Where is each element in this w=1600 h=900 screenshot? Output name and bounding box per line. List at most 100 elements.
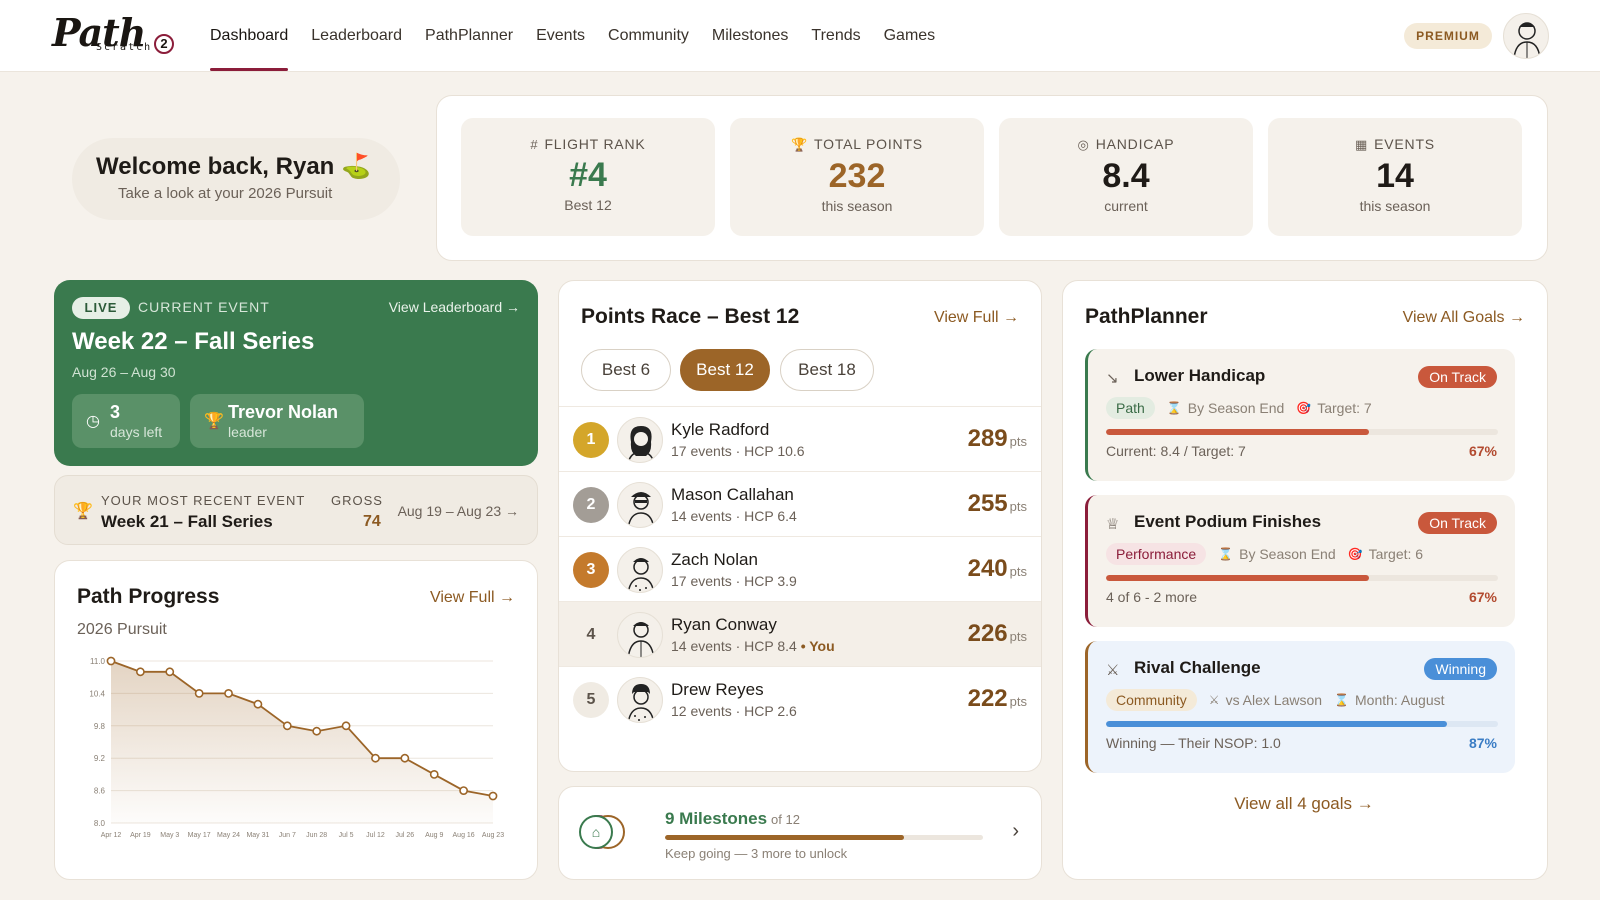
data-point[interactable] [106, 656, 116, 666]
player-meta: 17 events · HCP 10.6 [671, 443, 805, 459]
player-meta: 12 events · HCP 2.6 [671, 703, 797, 719]
swords-icon: ⚔ [1208, 693, 1220, 707]
goal-status-badge: On Track [1418, 366, 1497, 388]
x-tick-label: Aug 16 [453, 832, 475, 839]
milestones-card[interactable]: ⌂ 9 Milestones of 12 Keep going — 3 more … [558, 786, 1042, 880]
data-point[interactable] [224, 689, 233, 698]
player-avatar-icon [627, 558, 655, 592]
data-point[interactable] [312, 726, 322, 736]
rank-badge: 4 [586, 626, 596, 643]
player-avatar-icon [627, 426, 655, 462]
y-tick-label: 11.0 [90, 657, 106, 666]
nav-community[interactable]: Community [608, 27, 689, 44]
stat-events[interactable]: ▦ EVENTS 14 this season [1268, 118, 1522, 236]
goal-status-badge: Winning [1424, 658, 1497, 680]
data-point[interactable] [371, 753, 380, 763]
leaderboard-row-you[interactable]: 4 Ryan Conway 14 events · HCP 8.4 • You … [559, 601, 1041, 666]
nav-leaderboard[interactable]: Leaderboard [311, 27, 403, 44]
goal-card[interactable]: ⚔ Rival Challenge Winning Community ⚔ vs Alex… [1085, 641, 1515, 773]
x-tick-label: Jul 26 [396, 832, 415, 839]
goal-icon: ⚔ [1106, 662, 1120, 679]
user-avatar[interactable] [1503, 13, 1549, 59]
goal-title: Lower Handicap [1134, 366, 1266, 385]
trophy-icon: 🏆 [204, 413, 224, 430]
leaderboard-row[interactable]: 1 Kyle Radford 17 events · HCP 10.6 289 p… [559, 406, 1041, 471]
data-point[interactable] [429, 770, 439, 779]
data-point[interactable] [282, 721, 292, 731]
data-point[interactable] [400, 753, 410, 763]
goal-card[interactable]: ↘ Lower Handicap On Track Path ⌛ By Season En… [1085, 349, 1515, 481]
goal-card[interactable]: ♕ Event Podium Finishes On Track Performanc… [1085, 495, 1515, 627]
player-points: 226 pts [968, 620, 1027, 648]
goal-category-tag: Path [1106, 397, 1155, 419]
logo[interactable]: Path Scratch 2 [52, 10, 182, 60]
player-avatar-icon [627, 684, 655, 722]
points-unit: pts [1009, 434, 1027, 449]
leaderboard-row[interactable]: 3 Zach Nolan 17 events · HCP 3.9 240 pts [559, 536, 1041, 601]
rank-badge: 1 [573, 422, 609, 458]
player-avatar-icon [627, 622, 655, 657]
goal-target: Target: 6 [1368, 546, 1424, 562]
goal-meta: Performance ⌛ By Season End 🎯 Target: 6 [1106, 543, 1435, 565]
player-name: Ryan Conway [671, 615, 777, 634]
pill-best-18[interactable]: Best 18 [780, 349, 874, 391]
x-tick-label: Jul 5 [339, 832, 354, 839]
data-point[interactable] [165, 667, 175, 677]
data-point[interactable] [459, 786, 469, 795]
milestones-progress-bar [665, 835, 983, 840]
nav-events[interactable]: Events [536, 27, 586, 44]
nav-games[interactable]: Games [883, 27, 936, 44]
pill-best-12[interactable]: Best 12 [680, 349, 770, 391]
path-progress-title: Path Progress [77, 585, 220, 608]
path-progress-card: Path Progress View Full → 2026 Pursuit 1… [54, 560, 538, 880]
points-unit: pts [1009, 694, 1027, 709]
recent-event-card[interactable]: 🏆 YOUR MOST RECENT EVENT Week 21 – Fall … [54, 475, 538, 545]
view-all-4-goals-link[interactable]: View all 4 goals → [1234, 794, 1374, 813]
chevron-right-icon[interactable]: › [1012, 820, 1019, 842]
stat-flight-rank[interactable]: # FLIGHT RANK #4 Best 12 [461, 118, 715, 236]
player-meta-text: 17 events · HCP 10.6 [671, 443, 805, 459]
leaderboard-row[interactable]: 2 Mason Callahan 14 events · HCP 6.4 255… [559, 471, 1041, 536]
logo-text: Path [52, 10, 146, 55]
data-point[interactable] [194, 689, 204, 698]
nav-trends[interactable]: Trends [811, 27, 861, 44]
stat-handicap[interactable]: ◎ HANDICAP 8.4 current [999, 118, 1253, 236]
stat-value: 14 [1376, 157, 1414, 195]
points-value: 289 [967, 425, 1008, 452]
player-meta: 14 events · HCP 8.4 • You [671, 638, 835, 654]
stat-total-points[interactable]: 🏆 TOTAL POINTS 232 this season [730, 118, 984, 236]
golf-flag-icon: ⛳ [341, 153, 371, 180]
current-event-label: CURRENT EVENT [138, 299, 270, 315]
goal-target: Month: August [1355, 692, 1445, 708]
recent-event-dates[interactable]: Aug 19 – Aug 23 → [397, 503, 519, 519]
logo-subtext: Scratch [96, 42, 153, 53]
path-progress-view-full[interactable]: View Full → [429, 589, 515, 606]
milestones-title: 9 Milestones of 12 [665, 809, 800, 829]
goal-deadline: By Season End [1187, 400, 1285, 416]
premium-badge[interactable]: PREMIUM [1404, 23, 1492, 49]
y-tick-label: 9.2 [94, 754, 106, 763]
leaderboard-row[interactable]: 5 Drew Reyes 12 events · HCP 2.6 222 pts [559, 666, 1041, 731]
data-point[interactable] [135, 667, 145, 677]
y-tick-label: 9.8 [94, 722, 106, 731]
series-line [110, 660, 494, 797]
rank-badge: 2 [573, 487, 609, 523]
rank-badge: 5 [573, 682, 609, 718]
leader-chip[interactable]: 🏆 Trevor Nolan leader [190, 394, 364, 448]
view-all-goals-link[interactable]: View All Goals → [1402, 309, 1525, 326]
points-race-view-full[interactable]: View Full → [933, 309, 1019, 326]
nav-dashboard[interactable]: Dashboard [210, 0, 289, 72]
data-point[interactable] [341, 721, 351, 731]
pill-best-6[interactable]: Best 6 [581, 349, 671, 391]
nav-pathplanner[interactable]: PathPlanner [425, 27, 514, 44]
nav-milestones[interactable]: Milestones [711, 27, 789, 44]
data-point[interactable] [253, 699, 263, 709]
milestones-progress-fill [665, 835, 904, 840]
live-badge: LIVE [72, 297, 130, 319]
data-point[interactable] [488, 791, 498, 801]
current-event-title: Week 22 – Fall Series [72, 328, 315, 355]
welcome-text: Welcome back, Ryan [96, 153, 335, 180]
goal-percent: 67% [1468, 589, 1497, 605]
x-tick-label: May 31 [246, 832, 269, 839]
view-leaderboard-link[interactable]: View Leaderboard → [388, 299, 520, 315]
